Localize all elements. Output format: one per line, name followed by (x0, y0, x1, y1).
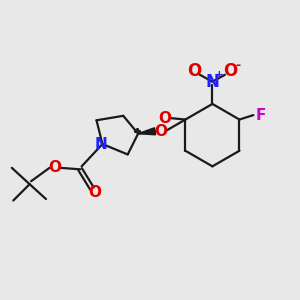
Text: O: O (48, 160, 62, 175)
Text: O: O (188, 62, 202, 80)
Text: O: O (154, 124, 167, 139)
Polygon shape (138, 128, 155, 135)
Text: O: O (158, 110, 171, 125)
Text: N: N (206, 73, 219, 91)
Text: +: + (214, 70, 223, 80)
Text: O: O (88, 185, 101, 200)
Text: O: O (223, 62, 237, 80)
Text: F: F (256, 108, 266, 123)
Text: N: N (94, 136, 107, 152)
Text: -: - (236, 59, 241, 72)
